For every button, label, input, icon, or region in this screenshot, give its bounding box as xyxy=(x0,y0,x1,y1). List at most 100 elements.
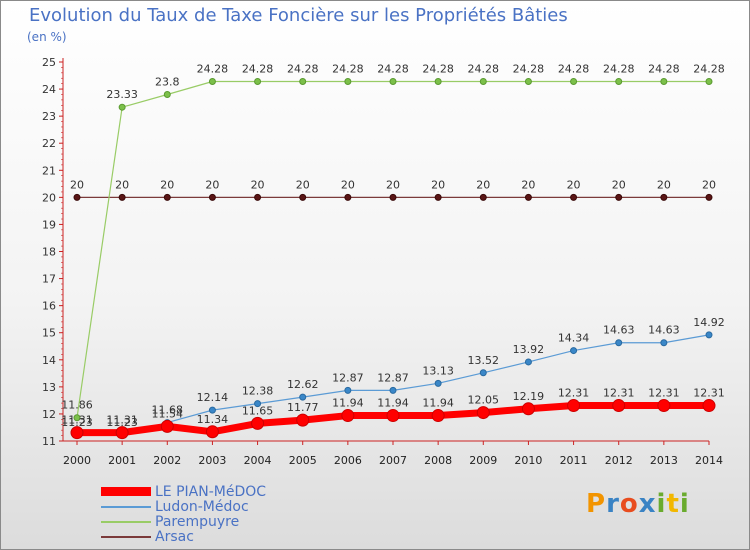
data-label: 11.68 xyxy=(152,404,184,417)
data-point xyxy=(208,193,216,201)
data-label: 11.77 xyxy=(287,401,319,414)
x-tick-label: 2008 xyxy=(424,454,452,467)
data-label: 12.62 xyxy=(287,378,319,391)
data-label: 20 xyxy=(341,178,355,191)
data-point xyxy=(570,347,578,355)
data-label: 12.31 xyxy=(603,387,635,400)
chart-title: Evolution du Taux de Taxe Foncière sur l… xyxy=(29,5,568,26)
data-point xyxy=(296,413,310,427)
legend-item: Ludon-Médoc xyxy=(101,499,266,515)
data-label: 24.28 xyxy=(648,62,680,75)
data-point xyxy=(163,193,171,201)
data-label: 11.34 xyxy=(197,413,229,426)
data-label: 11.94 xyxy=(332,397,364,410)
data-point xyxy=(254,193,262,201)
data-point xyxy=(73,193,81,201)
data-label: 11.94 xyxy=(422,397,454,410)
data-label: 14.63 xyxy=(648,324,680,337)
data-label: 23.8 xyxy=(155,75,180,88)
data-point xyxy=(615,339,623,347)
data-label: 14.92 xyxy=(693,316,725,329)
data-point xyxy=(205,425,219,439)
data-label: 11.31 xyxy=(61,414,93,427)
data-label: 24.28 xyxy=(287,62,319,75)
data-label: 20 xyxy=(657,178,671,191)
data-point xyxy=(567,399,581,413)
data-point xyxy=(389,386,397,394)
data-label: 20 xyxy=(296,178,310,191)
data-label: 24.28 xyxy=(693,62,725,75)
data-point xyxy=(612,399,626,413)
data-label: 20 xyxy=(567,178,581,191)
logo-letter: t xyxy=(666,489,680,519)
data-label: 20 xyxy=(205,178,219,191)
data-label: 13.92 xyxy=(513,343,545,356)
data-point xyxy=(570,77,578,85)
data-label: 12.19 xyxy=(513,390,545,403)
data-point xyxy=(389,193,397,201)
data-point xyxy=(615,193,623,201)
data-point xyxy=(479,193,487,201)
data-label: 11.94 xyxy=(377,397,409,410)
x-tick-label: 2007 xyxy=(379,454,407,467)
logo-letter: i xyxy=(679,489,690,519)
data-label: 11.31 xyxy=(106,414,138,427)
x-tick-label: 2003 xyxy=(198,454,226,467)
x-tick-label: 2014 xyxy=(695,454,723,467)
data-label: 12.14 xyxy=(197,391,229,404)
y-tick-label: 19 xyxy=(42,218,56,231)
x-tick-label: 2000 xyxy=(63,454,91,467)
y-tick-label: 23 xyxy=(42,110,56,123)
legend-item: LE PIAN-MéDOC xyxy=(101,484,266,500)
legend-label: Arsac xyxy=(155,528,194,545)
data-label: 12.87 xyxy=(332,371,364,384)
x-tick-label: 2001 xyxy=(108,454,136,467)
data-label: 20 xyxy=(612,178,626,191)
proxiti-logo: Proxiti xyxy=(586,489,690,519)
data-point xyxy=(118,193,126,201)
data-point xyxy=(434,379,442,387)
data-point xyxy=(660,339,668,347)
data-point xyxy=(615,77,623,85)
data-point xyxy=(524,77,532,85)
x-tick-label: 2005 xyxy=(289,454,317,467)
x-tick-label: 2010 xyxy=(514,454,542,467)
data-label: 20 xyxy=(386,178,400,191)
data-label: 20 xyxy=(431,178,445,191)
y-tick-label: 21 xyxy=(42,164,56,177)
data-label: 12.87 xyxy=(377,371,409,384)
legend-label: Parempuyre xyxy=(155,513,240,530)
data-point xyxy=(570,193,578,201)
legend-swatch xyxy=(101,487,151,496)
data-point xyxy=(702,399,716,413)
legend-item: Parempuyre xyxy=(101,513,266,530)
series-line xyxy=(76,80,709,418)
x-tick-label: 2006 xyxy=(334,454,362,467)
data-point xyxy=(208,77,216,85)
data-point xyxy=(208,406,216,414)
data-label: 20 xyxy=(115,178,129,191)
data-label: 20 xyxy=(251,178,265,191)
legend-swatch xyxy=(101,505,151,508)
logo-letter: r xyxy=(606,489,620,519)
x-tick-label: 2012 xyxy=(605,454,633,467)
data-label: 12.31 xyxy=(558,387,590,400)
data-label: 13.52 xyxy=(468,354,500,367)
data-label: 24.28 xyxy=(197,62,229,75)
data-label: 23.33 xyxy=(106,88,138,101)
data-point xyxy=(299,193,307,201)
data-label: 20 xyxy=(160,178,174,191)
data-label: 20 xyxy=(521,178,535,191)
x-tick-label: 2002 xyxy=(153,454,181,467)
data-label: 20 xyxy=(702,178,716,191)
data-point xyxy=(476,406,490,420)
data-point xyxy=(386,409,400,423)
y-tick-label: 17 xyxy=(42,273,56,286)
data-point xyxy=(118,103,126,111)
data-label: 14.63 xyxy=(603,324,635,337)
data-point xyxy=(521,402,535,416)
x-tick-label: 2011 xyxy=(560,454,588,467)
data-point xyxy=(524,358,532,366)
